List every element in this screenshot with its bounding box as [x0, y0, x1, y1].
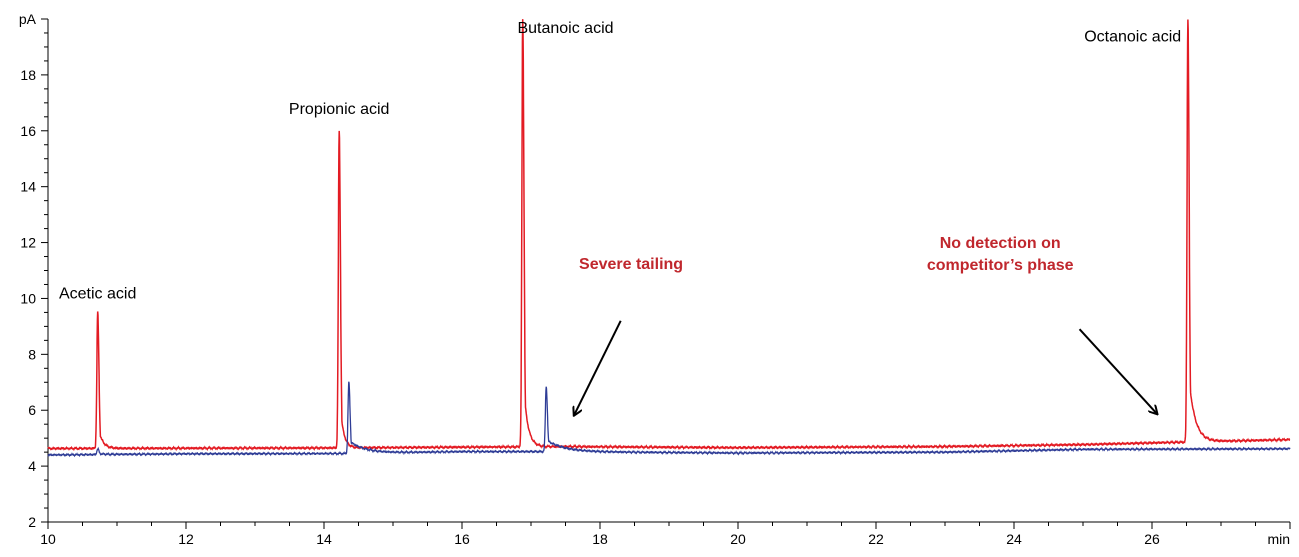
callout: No detection on competitor’s phase	[927, 235, 1158, 414]
x-tick-label: 24	[1006, 531, 1022, 547]
x-tick-label: 14	[316, 531, 332, 547]
x-tick-label: 26	[1144, 531, 1160, 547]
x-tick-label: 16	[454, 531, 470, 547]
peak-label: Acetic acid	[59, 285, 136, 302]
y-tick-label: 10	[20, 290, 36, 306]
x-unit-label: min	[1267, 531, 1290, 547]
labels: Acetic acid Propionic acid Butanoic acid Oc…	[59, 20, 1181, 416]
y-tick-label: 16	[20, 123, 36, 139]
y-tick-label: 4	[28, 458, 36, 474]
y-tick-label: 14	[20, 179, 36, 195]
y-tick-label: 8	[28, 346, 36, 362]
x-tick-label: 22	[868, 531, 884, 547]
y-tick-label: 12	[20, 235, 36, 251]
x-tick-label: 10	[40, 531, 56, 547]
y-tick-label: 18	[20, 67, 36, 83]
x-tick-label: 20	[730, 531, 746, 547]
red-trace	[47, 19, 1291, 452]
peak-label: Butanoic acid	[517, 20, 613, 37]
callout: Severe tailing	[574, 256, 683, 416]
traces	[47, 19, 1291, 458]
x-tick-label: 18	[592, 531, 608, 547]
peak-label: Propionic acid	[289, 101, 390, 118]
blue-trace	[47, 381, 1291, 458]
callout-arrow	[574, 320, 622, 416]
callout-text: No detection on	[940, 235, 1061, 252]
callout-text: competitor’s phase	[927, 257, 1074, 274]
y-tick-label: 6	[28, 402, 36, 418]
callout-arrow	[1078, 328, 1158, 414]
callout-text: Severe tailing	[579, 256, 683, 273]
y-tick-label: 2	[28, 514, 36, 530]
peak-label: Octanoic acid	[1084, 28, 1181, 45]
y-unit-label: pA	[19, 11, 37, 27]
x-tick-label: 12	[178, 531, 194, 547]
